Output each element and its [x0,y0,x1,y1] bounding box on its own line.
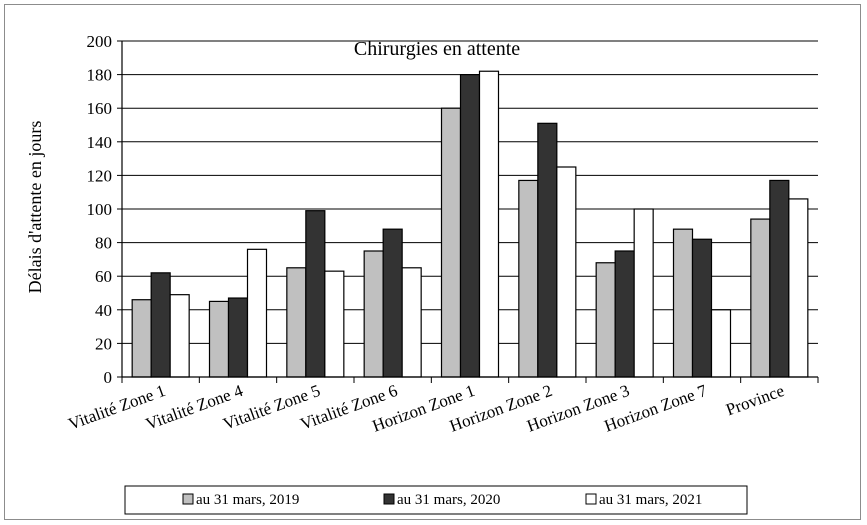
legend-label: au 31 mars, 2019 [196,492,299,508]
y-tick-label: 80 [95,234,112,253]
bar-2-vitalit-zone-1 [150,272,171,378]
x-tick-label: Province [723,381,786,420]
bar-1-vitalit-zone-5 [286,267,307,378]
bar-2-horizon-zone-3 [614,250,635,378]
legend-swatch [182,493,194,505]
chart-frame: 0 20 40 60 80 100 120 140 160 180 200 Vitalité Zon… [4,4,861,520]
bar-2-horizon-zone-1 [459,73,481,378]
bar-3-vitalit-zone-6 [401,267,422,378]
bar-1-vitalit-zone-1 [131,299,152,378]
legend: au 31 mars, 2019 au 31 mars, 2020 au 31 ma… [124,485,748,515]
bar-2-vitalit-zone-6 [382,228,403,378]
bar-2-horizon-zone-2 [537,122,558,378]
legend-box [124,485,748,515]
bar-2-vitalit-zone-4 [227,297,249,378]
axes [117,40,819,383]
bar-1-province [750,218,771,378]
bar-1-vitalit-zone-4 [208,300,230,378]
y-tick-label: 180 [87,66,113,85]
y-tick-label: 60 [95,267,112,286]
legend-swatch [585,493,597,505]
y-tick-labels: 0 20 40 60 80 100 120 140 160 180 200 [87,32,113,387]
y-tick-label: 0 [104,368,113,387]
bar-1-horizon-zone-3 [595,262,616,378]
bar-2-vitalit-zone-5 [305,210,326,378]
bar-3-horizon-zone-3 [633,208,654,378]
bars [131,70,809,378]
bar-3-horizon-zone-2 [556,166,577,378]
chart-svg: 0 20 40 60 80 100 120 140 160 180 200 Vitalité Zon… [25,32,819,515]
bar-1-horizon-zone-2 [518,179,539,378]
bar-2-horizon-zone-7 [691,238,713,378]
y-tick-label: 40 [95,301,112,320]
bar-2-province [769,179,790,378]
bar-3-vitalit-zone-1 [169,294,190,378]
y-tick-label: 160 [87,99,113,118]
bar-3-horizon-zone-7 [710,309,732,378]
y-tick-label: 200 [87,32,113,51]
bar-3-vitalit-zone-4 [246,248,268,378]
bar-3-vitalit-zone-5 [324,270,345,378]
y-tick-label: 120 [87,166,113,185]
y-tick-label: 100 [87,200,113,219]
y-tick-label: 140 [87,133,113,152]
y-tick-label: 20 [95,334,112,353]
legend-label: au 31 mars, 2020 [397,492,500,508]
bar-1-vitalit-zone-6 [363,250,384,378]
legend-label: au 31 mars, 2021 [599,492,702,508]
chart-title: Chirurgies en attente [354,38,520,60]
bar-3-province [788,198,809,378]
bar-3-horizon-zone-1 [478,70,500,378]
y-axis-label: Délais d'attente en jours [25,121,45,294]
bar-1-horizon-zone-1 [440,107,462,378]
legend-swatch [383,493,395,505]
bar-1-horizon-zone-7 [672,228,694,378]
